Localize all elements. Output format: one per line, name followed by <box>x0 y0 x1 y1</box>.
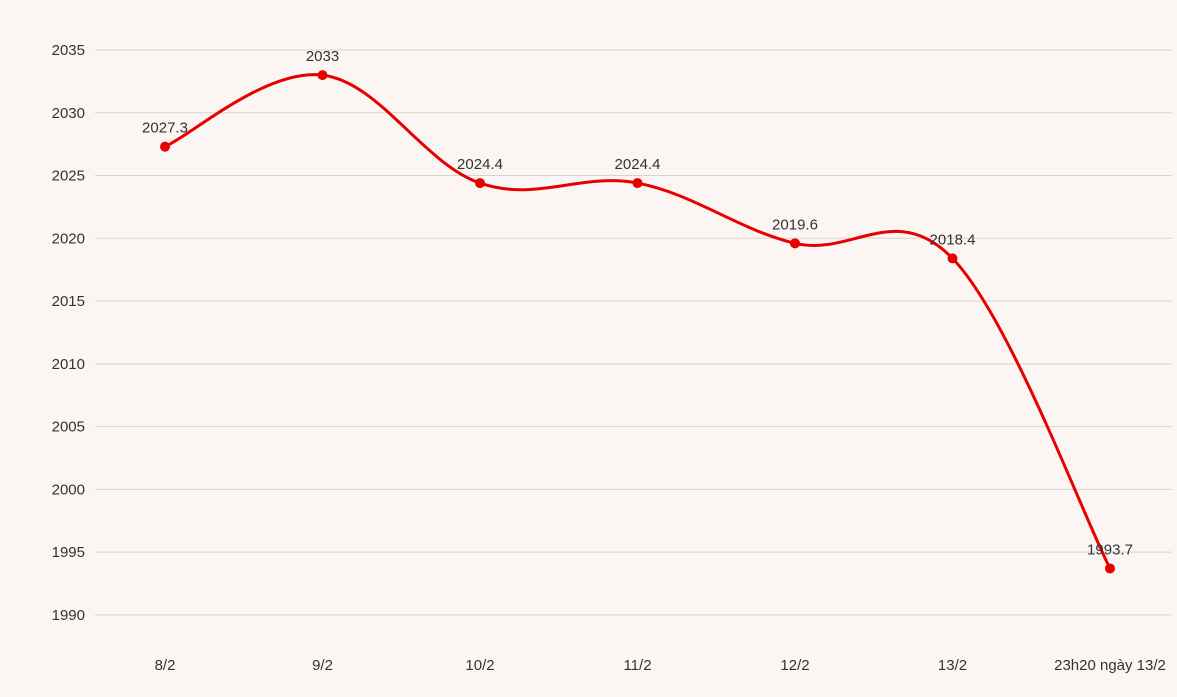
x-tick-label: 8/2 <box>155 657 176 674</box>
data-point[interactable] <box>160 142 170 152</box>
x-tick-label: 11/2 <box>623 657 651 674</box>
y-tick-label: 2035 <box>52 42 85 59</box>
y-tick-label: 2005 <box>52 419 85 436</box>
y-tick-label: 1990 <box>52 607 85 624</box>
data-point-label: 2024.4 <box>457 156 503 173</box>
y-tick-label: 2025 <box>52 168 85 185</box>
chart-svg: 1990 1995 2000 2005 2010 2015 2020 2025 2030 2035… <box>0 0 1177 697</box>
y-tick-label: 2030 <box>52 105 85 122</box>
data-point[interactable] <box>318 70 328 80</box>
x-tick-label: 23h20 ngày 13/2 <box>1054 657 1166 674</box>
y-tick-label: 2020 <box>52 230 85 247</box>
x-tick-label: 12/2 <box>780 657 809 674</box>
data-point-label: 1993.7 <box>1087 541 1133 558</box>
line-chart: 1990 1995 2000 2005 2010 2015 2020 2025 2030 2035… <box>0 0 1177 697</box>
data-point-label: 2027.3 <box>142 120 188 137</box>
x-tick-label: 13/2 <box>938 657 967 674</box>
y-tick-label: 2010 <box>52 356 85 373</box>
x-tick-label: 9/2 <box>312 657 333 674</box>
data-point[interactable] <box>633 178 643 188</box>
data-point[interactable] <box>790 238 800 248</box>
data-point[interactable] <box>948 253 958 263</box>
y-tick-label: 2015 <box>52 293 85 310</box>
data-point-label: 2018.4 <box>930 231 976 248</box>
data-point[interactable] <box>475 178 485 188</box>
x-tick-label: 10/2 <box>465 657 494 674</box>
y-tick-label: 2000 <box>52 481 85 498</box>
data-point-label: 2024.4 <box>615 156 661 173</box>
chart-background <box>0 0 1177 697</box>
data-point[interactable] <box>1105 563 1115 573</box>
y-tick-label: 1995 <box>52 544 85 561</box>
data-point-label: 2019.6 <box>772 216 818 233</box>
data-point-label: 2033 <box>306 48 339 65</box>
